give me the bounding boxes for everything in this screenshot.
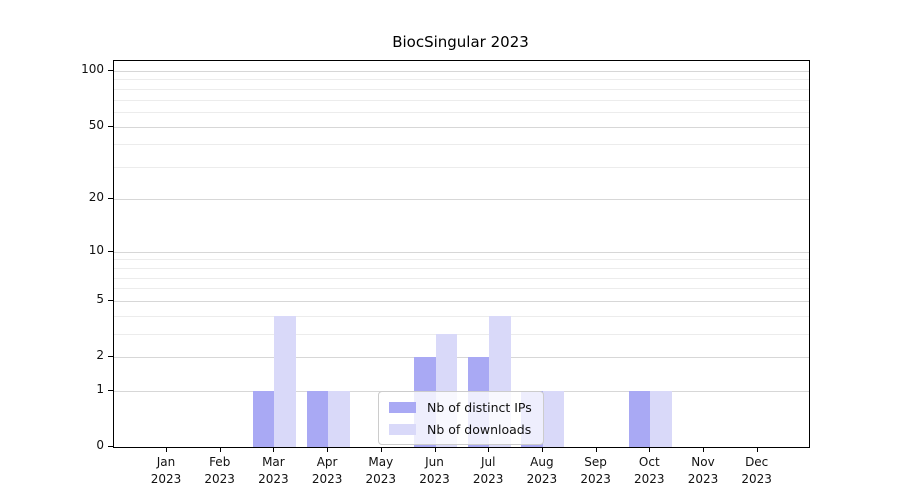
grid-minor-line [114, 315, 809, 317]
y-tick-label: 50 [88, 117, 104, 132]
bar-distinct-ips [252, 390, 275, 447]
legend-swatch-downloads [389, 423, 416, 435]
y-tick-label: 2 [96, 348, 104, 363]
y-tick-label: 1 [96, 381, 104, 396]
y-tick-mark [108, 250, 113, 252]
grid-minor-line [114, 334, 809, 336]
grid-major-line [114, 251, 809, 253]
y-tick-mark [108, 125, 113, 127]
grid-major-line [114, 71, 809, 72]
bar-downloads [542, 390, 565, 447]
x-tick-label: May 2023 [365, 455, 397, 486]
grid-minor-line [114, 88, 809, 90]
y-tick-label: 5 [96, 292, 104, 307]
x-tick-mark [488, 447, 490, 452]
grid-major-line [114, 357, 809, 359]
x-tick-label: Mar 2023 [258, 455, 289, 486]
x-tick-mark [595, 447, 597, 452]
x-tick-label: Jul 2023 [472, 455, 504, 486]
legend-label-distinct-ips: Nb of distinct IPs [427, 399, 532, 415]
legend-entry-downloads: Nb of downloads [389, 421, 534, 437]
bar-downloads [274, 315, 296, 447]
bar-downloads [650, 390, 672, 447]
x-tick-mark [756, 447, 758, 452]
grid-minor-line [114, 288, 809, 290]
legend-swatch-distinct-ips [389, 401, 416, 413]
x-tick-mark [166, 447, 167, 452]
y-tick-label: 100 [81, 62, 104, 76]
grid-minor-line [114, 259, 809, 261]
x-tick-label: Nov 2023 [687, 455, 719, 486]
legend-label-downloads: Nb of downloads [427, 421, 532, 437]
y-tick-mark [108, 197, 113, 199]
grid-minor-line [114, 167, 809, 169]
x-tick-mark [434, 447, 436, 452]
x-tick-label: Jan 2023 [150, 455, 182, 486]
y-tick-mark [108, 70, 113, 71]
x-tick-mark [649, 447, 651, 452]
x-tick-mark [327, 447, 329, 452]
bar-downloads [328, 390, 350, 447]
x-tick-mark [273, 447, 275, 452]
x-tick-mark [703, 447, 704, 452]
plot-area: Nb of distinct IPs Nb of downloads [113, 60, 810, 448]
legend-entry-distinct-ips: Nb of distinct IPs [389, 399, 534, 415]
y-tick-mark [108, 446, 113, 447]
grid-major-line [114, 126, 809, 128]
bar-distinct-ips [306, 390, 329, 447]
y-tick-mark [108, 389, 113, 391]
bar-distinct-ips [628, 390, 651, 447]
x-tick-label: Jun 2023 [419, 455, 450, 486]
legend: Nb of distinct IPs Nb of downloads [378, 391, 544, 445]
x-tick-label: Aug 2023 [526, 455, 558, 486]
y-tick-label: 10 [88, 242, 104, 257]
y-tick-mark [108, 356, 113, 358]
y-tick-mark [108, 300, 113, 302]
x-tick-label: Apr 2023 [311, 455, 343, 486]
grid-minor-line [114, 112, 809, 114]
chart-title: BiocSingular 2023 [392, 33, 529, 51]
x-tick-mark [219, 447, 221, 452]
x-tick-mark [380, 447, 382, 452]
x-tick-mark [541, 447, 543, 452]
grid-major-line [114, 301, 809, 303]
grid-minor-line [114, 267, 809, 269]
x-tick-label: Oct 2023 [634, 455, 665, 486]
grid-minor-line [114, 277, 809, 279]
grid-major-line [114, 198, 809, 200]
grid-minor-line [114, 79, 809, 81]
y-tick-label: 0 [96, 438, 104, 452]
x-tick-label: Dec 2023 [741, 455, 772, 486]
x-tick-label: Sep 2023 [580, 455, 611, 486]
grid-minor-line [114, 144, 809, 146]
y-tick-label: 20 [88, 189, 104, 204]
x-tick-label: Feb 2023 [204, 455, 235, 486]
grid-minor-line [114, 99, 809, 101]
